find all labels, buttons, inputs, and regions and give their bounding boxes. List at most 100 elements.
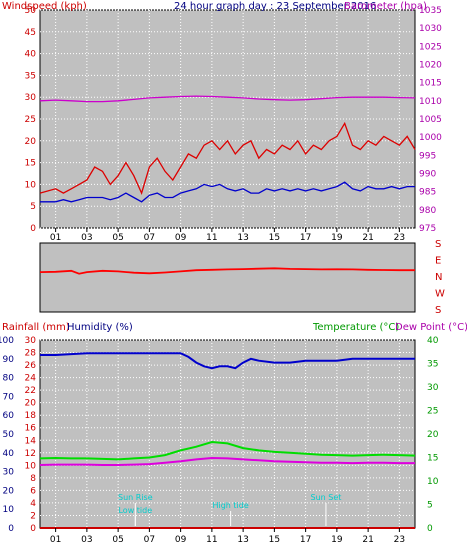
x-tick-label: 03 bbox=[81, 233, 92, 243]
barometer-tick-label: 1025 bbox=[419, 42, 442, 52]
temp-humidity-lines bbox=[39, 352, 416, 529]
barometer-axis: 975 980 985 990 995 1000 1005 1010 1015 1020 1025 1… bbox=[419, 6, 442, 234]
rainfall-tick-label: 14 bbox=[25, 436, 37, 446]
humidity-tick-label: 100 bbox=[0, 336, 14, 346]
rainfall-tick-label: 28 bbox=[25, 349, 37, 359]
temperature-axis: 0 5 10 15 20 25 30 35 40 bbox=[427, 336, 439, 534]
humidity-tick-label: 20 bbox=[3, 486, 15, 496]
x-tick-label: 21 bbox=[362, 233, 373, 243]
barometer-tick-label: 1030 bbox=[419, 24, 442, 34]
humidity-axis-label: Humidity (%) bbox=[67, 322, 133, 333]
rainfall-tick-label: 10 bbox=[25, 461, 37, 471]
wind-time-axis: 01 03 05 07 09 11 13 15 17 19 21 23 bbox=[50, 228, 405, 243]
x-tick-label: 03 bbox=[81, 535, 92, 545]
rainfall-tick-label: 20 bbox=[25, 399, 37, 409]
windspeed-tick-label: 45 bbox=[25, 28, 36, 38]
x-tick-label: 15 bbox=[269, 535, 280, 545]
humidity-tick-label: 0 bbox=[8, 524, 14, 534]
humidity-tick-label: 70 bbox=[3, 392, 15, 402]
wind-pressure-lines bbox=[39, 95, 416, 203]
humidity-tick-label: 50 bbox=[3, 430, 15, 440]
x-tick-label: 09 bbox=[175, 233, 187, 243]
barometer-axis-label: Barometer (hpa) bbox=[344, 1, 427, 12]
windspeed-tick-label: 10 bbox=[25, 180, 37, 190]
wind-direction-trace bbox=[39, 267, 415, 275]
x-tick-label: 09 bbox=[175, 535, 187, 545]
windspeed-tick-label: 35 bbox=[25, 71, 36, 81]
chart-title: 24 hour graph day : 23 September 2016 bbox=[174, 1, 376, 12]
rainfall-tick-label: 0 bbox=[30, 524, 36, 534]
windspeed-tick-label: 40 bbox=[25, 50, 37, 60]
x-tick-label: 23 bbox=[394, 535, 405, 545]
barometer-tick-label: 985 bbox=[419, 188, 436, 198]
barometer-tick-label: 995 bbox=[419, 151, 436, 161]
windspeed-tick-label: 30 bbox=[25, 93, 37, 103]
windspeed-axis: 0 5 10 15 20 25 30 35 40 45 50 bbox=[25, 6, 37, 234]
rainfall-tick-label: 6 bbox=[30, 486, 36, 496]
x-tick-label: 11 bbox=[206, 233, 217, 243]
x-tick-label: 19 bbox=[331, 233, 343, 243]
temperature-tick-label: 30 bbox=[427, 383, 439, 393]
rainfall-tick-label: 30 bbox=[25, 336, 37, 346]
windspeed-tick-label: 50 bbox=[25, 6, 37, 16]
windspeed-axis-label: Windspeed (kph) bbox=[2, 1, 87, 12]
humidity-tick-label: 10 bbox=[3, 505, 15, 515]
barometer-tick-label: 990 bbox=[419, 170, 436, 180]
barometer-tick-label: 1000 bbox=[419, 133, 442, 143]
x-tick-label: 11 bbox=[206, 535, 217, 545]
annotation-label: Sun Rise bbox=[118, 493, 153, 502]
barometer-tick-label: 980 bbox=[419, 206, 436, 216]
temperature-tick-label: 5 bbox=[427, 501, 433, 511]
rainfall-tick-label: 16 bbox=[25, 424, 37, 434]
annotation-label: Sun Set bbox=[310, 493, 341, 502]
wind-direction-plot-area bbox=[39, 242, 416, 313]
rainfall-tick-label: 4 bbox=[30, 499, 36, 509]
direction-axis-label: W bbox=[435, 289, 445, 300]
dewpoint-line bbox=[39, 456, 415, 466]
windspeed-tick-label: 15 bbox=[25, 159, 36, 169]
humidity-tick-label: 90 bbox=[3, 355, 15, 365]
temperature-tick-label: 20 bbox=[427, 430, 439, 440]
x-tick-label: 23 bbox=[394, 233, 405, 243]
rainfall-tick-label: 18 bbox=[25, 411, 37, 421]
wind-gust-line bbox=[39, 121, 416, 195]
x-tick-label: 13 bbox=[237, 535, 248, 545]
x-tick-label: 19 bbox=[331, 535, 343, 545]
temperature-line bbox=[39, 440, 416, 461]
humidity-axis: 0 10 20 30 40 50 60 70 80 90 100 bbox=[0, 336, 14, 534]
direction-axis-label: E bbox=[435, 256, 441, 267]
humidity-tick-label: 40 bbox=[3, 449, 15, 459]
x-tick-label: 05 bbox=[112, 233, 123, 243]
barometer-tick-label: 1010 bbox=[419, 97, 442, 107]
windspeed-tick-label: 0 bbox=[30, 224, 36, 234]
humidity-tick-label: 30 bbox=[3, 468, 15, 478]
temp-humidity-plot-area bbox=[39, 339, 416, 529]
x-tick-label: 15 bbox=[269, 233, 280, 243]
rainfall-axis-label: Rainfall (mm) bbox=[2, 322, 70, 333]
barometer-tick-label: 1035 bbox=[419, 6, 442, 16]
rainfall-tick-label: 8 bbox=[30, 474, 36, 484]
x-tick-label: 17 bbox=[300, 233, 311, 243]
rainfall-tick-label: 22 bbox=[25, 386, 36, 396]
wind-average-line bbox=[40, 181, 415, 203]
x-tick-label: 05 bbox=[112, 535, 123, 545]
annotation-label: High tide bbox=[212, 501, 248, 510]
humidity-line bbox=[40, 352, 415, 370]
x-tick-label: 17 bbox=[300, 535, 311, 545]
direction-axis-label: N bbox=[435, 272, 442, 283]
x-tick-label: 13 bbox=[237, 233, 248, 243]
windspeed-tick-label: 5 bbox=[30, 202, 36, 212]
temperature-axis-label: Temperature (°C) bbox=[312, 322, 399, 333]
barometer-tick-label: 1015 bbox=[419, 79, 442, 89]
x-tick-label: 07 bbox=[144, 535, 155, 545]
rainfall-tick-label: 26 bbox=[25, 361, 37, 371]
windspeed-tick-label: 20 bbox=[25, 137, 37, 147]
temp-humidity-grid bbox=[40, 339, 415, 529]
temperature-tick-label: 15 bbox=[427, 454, 438, 464]
x-tick-label: 07 bbox=[144, 233, 155, 243]
wind-direction-line bbox=[39, 267, 415, 275]
humidity-tick-label: 80 bbox=[3, 374, 15, 384]
